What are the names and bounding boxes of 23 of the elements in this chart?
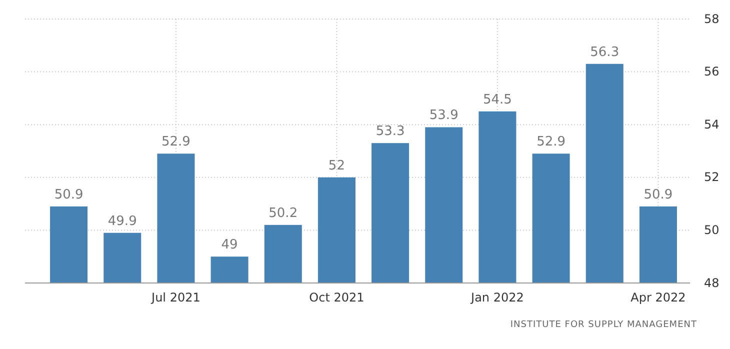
data-label: 56.3: [590, 44, 620, 60]
x-tick-label: Apr 2022: [630, 290, 686, 305]
data-label: 49: [221, 238, 238, 253]
x-tick-label: Oct 2021: [309, 290, 364, 305]
y-tick-label: 54: [704, 117, 720, 132]
x-tick-label: Jul 2021: [150, 290, 200, 305]
data-label: 50.9: [54, 187, 84, 202]
data-label: 53.9: [429, 108, 458, 124]
x-tick-label: Jan 2022: [470, 290, 524, 305]
y-tick-label: 48: [704, 276, 720, 290]
text: INSTITUTE FOR SUPPLY MANAGEMENT: [510, 320, 697, 330]
data-label: 49.9: [108, 214, 137, 229]
y-tick-label: 56: [704, 64, 720, 79]
data-label: 52.9: [161, 134, 190, 150]
y-tick-label: 50: [704, 223, 720, 238]
data-label: 52.9: [536, 134, 566, 150]
y-tick-label: 58: [704, 12, 720, 26]
data-label: 50.9: [644, 187, 673, 202]
data-label: 50.2: [268, 206, 298, 221]
y-tick-label: 52: [704, 170, 720, 184]
data-label: 52: [328, 158, 345, 174]
data-label: 54.5: [482, 92, 512, 108]
data-label: 53.3: [376, 124, 405, 140]
